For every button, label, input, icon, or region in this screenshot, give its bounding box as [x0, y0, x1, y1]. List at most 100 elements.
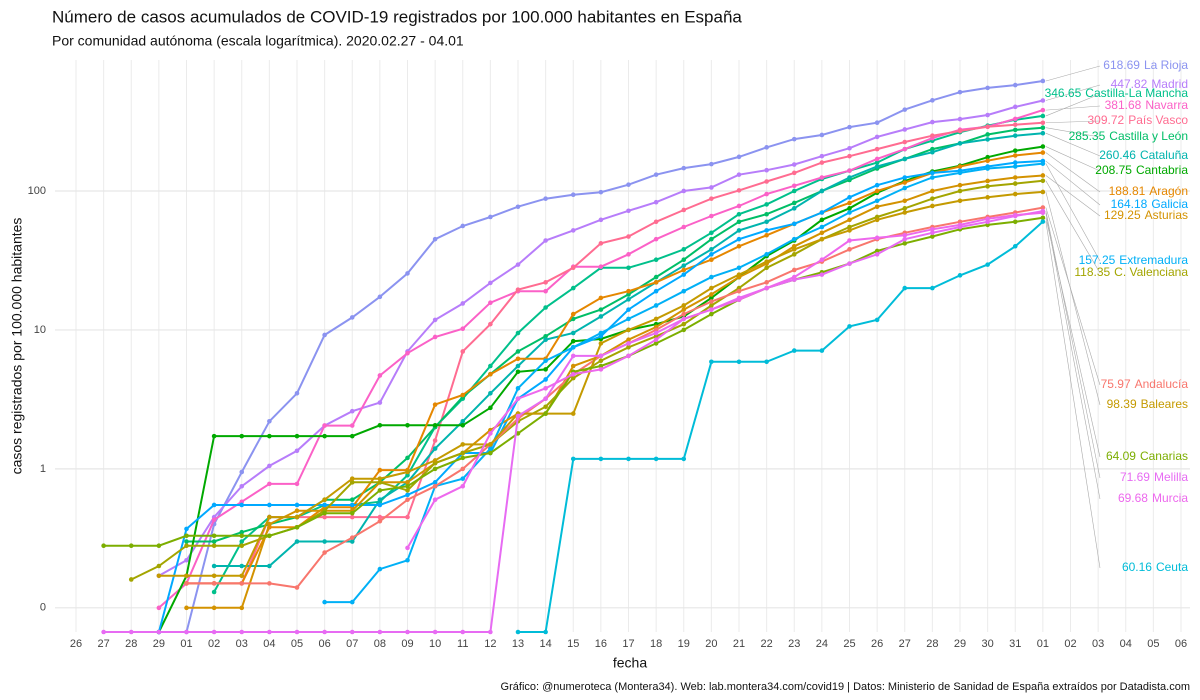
data-point: [791, 170, 797, 176]
data-point: [515, 356, 521, 362]
data-point: [985, 137, 990, 142]
data-point: [267, 533, 272, 539]
data-point: [902, 210, 908, 215]
data-point: [460, 418, 466, 424]
series-label-name: Cataluña: [1140, 148, 1188, 162]
data-point: [322, 599, 327, 605]
data-point: [515, 363, 521, 369]
data-point: [653, 274, 659, 280]
data-point: [902, 232, 908, 238]
x-tick-label: 14: [540, 638, 552, 650]
data-point: [1040, 161, 1046, 166]
data-point: [405, 271, 410, 276]
data-point: [874, 134, 880, 140]
series-label-value: 60.16: [1122, 560, 1152, 574]
data-point: [653, 280, 659, 285]
x-tick-label: 21: [733, 638, 745, 650]
data-point: [681, 327, 687, 333]
data-point: [267, 463, 272, 469]
data-point: [985, 85, 990, 91]
data-point: [239, 469, 245, 475]
data-point: [681, 316, 687, 322]
x-tick-label: 05: [291, 638, 303, 650]
x-tick-label: 07: [346, 638, 358, 650]
data-point: [1012, 219, 1018, 225]
data-point: [1040, 150, 1046, 155]
series-label: 309.72 País Vasco: [1087, 113, 1188, 127]
leader-line: [1045, 127, 1101, 138]
data-point: [405, 469, 410, 475]
data-point: [570, 285, 576, 291]
data-point: [985, 195, 990, 200]
leader-line: [1045, 105, 1101, 111]
data-point: [1040, 210, 1046, 216]
x-tick-label: 19: [678, 638, 690, 650]
x-tick-label: 11: [457, 638, 468, 650]
x-tick-label: 31: [1009, 638, 1021, 650]
data-point: [598, 241, 604, 246]
data-point: [211, 589, 217, 595]
data-point: [819, 175, 825, 180]
x-tick-label: 06: [319, 638, 331, 650]
data-point: [460, 629, 466, 635]
data-point: [239, 563, 245, 569]
data-point: [847, 195, 852, 200]
data-point: [1012, 133, 1018, 138]
data-point: [460, 450, 466, 456]
data-point: [349, 514, 355, 520]
data-point: [156, 605, 162, 611]
data-point: [957, 89, 963, 95]
data-point: [349, 599, 355, 605]
y-tick-label: 1: [40, 463, 46, 475]
data-point: [488, 280, 493, 286]
data-point: [432, 317, 438, 323]
series-label: 60.16 Ceuta: [1122, 560, 1188, 574]
data-point: [653, 172, 659, 177]
data-point: [1012, 82, 1018, 88]
data-point: [847, 261, 852, 266]
data-point: [902, 156, 908, 162]
series-label-name: Castilla y León: [1109, 129, 1188, 143]
data-point: [626, 344, 631, 350]
data-point: [626, 252, 631, 257]
data-point: [488, 446, 493, 451]
data-point: [101, 543, 106, 548]
data-point: [791, 188, 797, 194]
data-point: [515, 369, 521, 375]
series-label-value: 188.81: [1109, 184, 1146, 198]
data-point: [681, 257, 687, 263]
data-point: [819, 230, 825, 236]
data-point: [709, 359, 714, 365]
data-point: [709, 236, 714, 242]
data-point: [819, 224, 825, 230]
data-point: [267, 502, 272, 508]
x-tick-label: 26: [70, 638, 82, 650]
data-point: [184, 526, 189, 532]
data-point: [184, 629, 189, 635]
data-point: [791, 267, 797, 273]
data-point: [349, 510, 355, 516]
data-point: [709, 161, 714, 167]
data-point: [930, 119, 935, 125]
data-point: [819, 188, 825, 194]
x-tick-label: 20: [705, 638, 717, 650]
data-point: [267, 521, 272, 527]
data-point: [322, 510, 327, 516]
data-point: [764, 252, 769, 257]
series-label-value: 285.35: [1069, 129, 1106, 143]
data-point: [515, 413, 521, 419]
data-point: [515, 629, 521, 635]
x-tick-label: 15: [567, 638, 579, 650]
data-point: [460, 466, 466, 472]
data-point: [819, 272, 825, 277]
data-point: [405, 455, 410, 461]
data-point: [515, 349, 521, 354]
data-point: [322, 539, 327, 544]
data-point: [377, 502, 383, 508]
data-point: [874, 317, 880, 323]
series-label: 381.68 Navarra: [1105, 98, 1189, 112]
data-point: [1040, 120, 1046, 126]
data-point: [902, 236, 908, 242]
data-point: [653, 219, 659, 225]
data-point: [957, 222, 963, 228]
